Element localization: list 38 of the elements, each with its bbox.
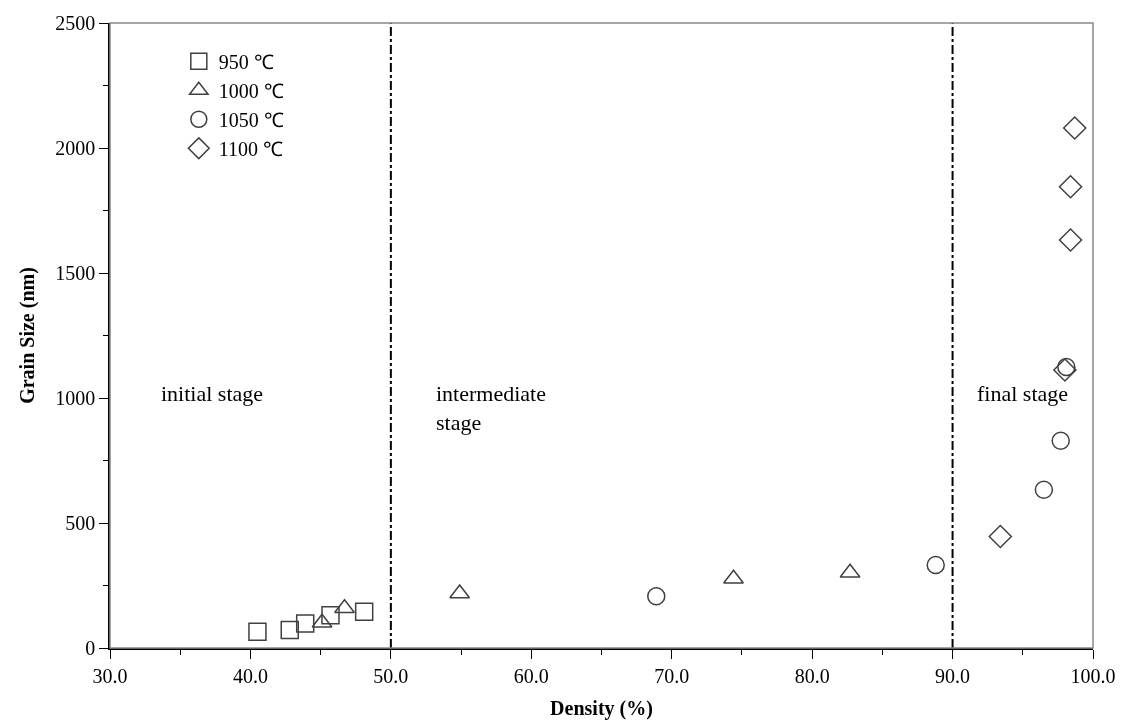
annotation: initial stage	[161, 381, 264, 406]
y-axis-title: Grain Size (nm)	[16, 267, 40, 404]
point	[1058, 174, 1083, 199]
point	[295, 614, 315, 633]
y-tick-label: 500	[65, 512, 96, 534]
x-tick-label: 60.0	[513, 664, 549, 687]
legend-label: 950 ℃	[218, 51, 274, 74]
x-tick-label: 50.0	[373, 664, 409, 687]
x-tick-label: 70.0	[654, 664, 690, 687]
point	[1034, 480, 1054, 499]
legend-label: 1050 ℃	[218, 109, 284, 132]
point	[1062, 116, 1087, 140]
y-tick-label: 2000	[55, 137, 96, 159]
x-tick-label: 100.0	[1070, 664, 1116, 687]
legend-label: 1000 ℃	[218, 80, 284, 103]
point	[926, 555, 945, 575]
point	[280, 620, 299, 640]
point	[1051, 431, 1070, 450]
x-axis-title: Density (%)	[550, 696, 653, 720]
legend-label: 1100 ℃	[218, 138, 284, 161]
point	[988, 524, 1013, 549]
point	[1053, 358, 1077, 382]
x-tick-label: 30.0	[92, 664, 128, 687]
y-tick-label: 0	[85, 637, 96, 659]
y-tick-label: 1000	[55, 387, 96, 409]
point	[321, 606, 340, 625]
point	[354, 602, 374, 621]
x-tick-label: 90.0	[935, 664, 971, 687]
y-tick-label: 1500	[55, 262, 96, 284]
point	[647, 587, 666, 606]
annotation: intermediate stage	[436, 381, 546, 435]
y-tick-label: 2500	[55, 12, 96, 34]
x-tick-label: 40.0	[232, 664, 268, 687]
point	[248, 622, 267, 641]
point	[1058, 228, 1083, 252]
point	[1057, 357, 1076, 377]
annotation: final stage	[977, 381, 1069, 406]
x-tick-label: 80.0	[794, 664, 830, 687]
